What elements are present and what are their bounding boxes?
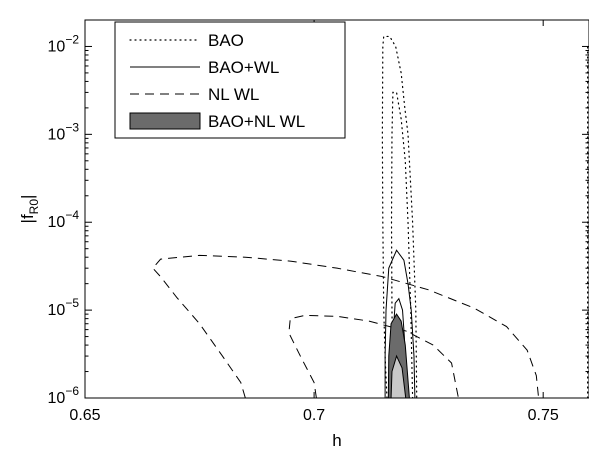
series-bao-nl-wl	[387, 313, 410, 398]
y-tick-label: 10−6	[48, 384, 80, 407]
y-axis: 10−6 10−5 10−4 10−3 10−2	[48, 19, 589, 407]
contour-2	[390, 91, 414, 398]
y-label-base: |f	[18, 214, 37, 223]
legend-entry-bao-wl: BAO+WL	[130, 58, 279, 77]
series-nl-wl	[152, 254, 540, 398]
x-tick-label: 0.7	[303, 407, 325, 424]
legend: BAO BAO+WL NL WL BAO+NL WL	[114, 21, 346, 139]
legend-label: BAO	[208, 31, 244, 50]
contour-1	[152, 254, 540, 398]
y-tick-label: 10−5	[48, 296, 80, 319]
plot-frame	[84, 19, 589, 399]
legend-entry-bao: BAO	[129, 31, 244, 50]
legend-swatch	[129, 112, 201, 130]
y-axis-label: |fR0|	[18, 195, 41, 224]
legend-entry-bao-nl-wl: BAO+NL WL	[129, 112, 305, 131]
x-axis: 0.65 0.7 0.75	[69, 20, 559, 424]
legend-label: BAO+NL WL	[208, 112, 305, 131]
x-tick-label: 0.65	[69, 407, 100, 424]
x-axis-label: h	[332, 431, 341, 450]
y-label-subscript: R0	[27, 199, 41, 215]
y-tick-label: 10−3	[48, 120, 80, 143]
legend-entry-nl-wl: NL WL	[130, 85, 259, 104]
x-tick-label: 0.75	[528, 407, 559, 424]
contour-inner	[390, 354, 407, 398]
y-tick-label: 10−2	[48, 32, 80, 55]
contour-2	[288, 314, 459, 398]
y-label-close: |	[18, 195, 37, 199]
contour-1	[384, 249, 416, 398]
y-tick-label: 10−4	[48, 208, 80, 231]
legend-label: BAO+WL	[208, 58, 279, 77]
legend-label: NL WL	[208, 85, 259, 104]
